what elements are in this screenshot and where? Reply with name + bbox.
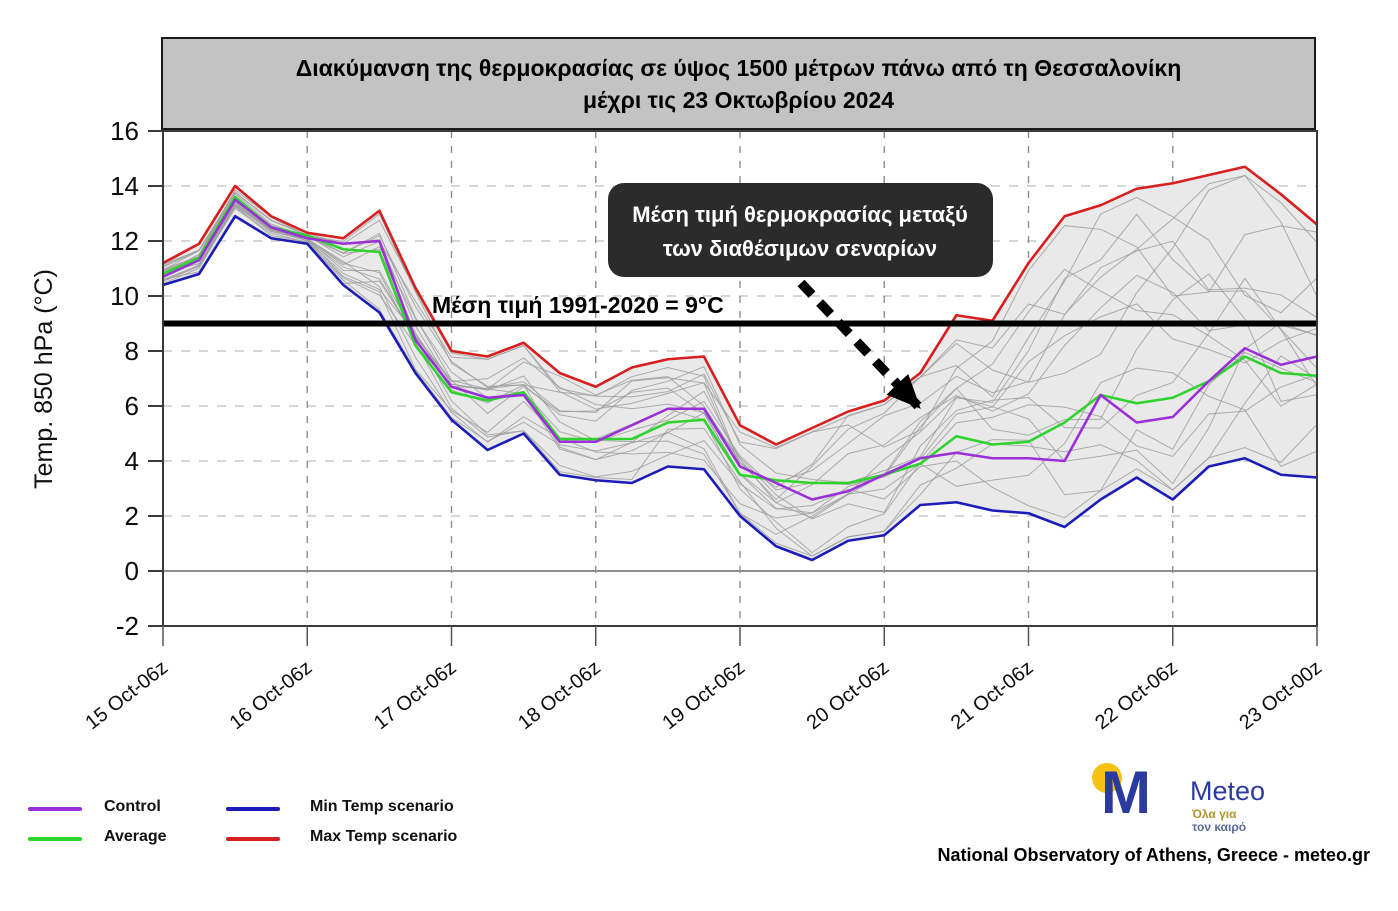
- control-line-swatch: [28, 807, 82, 811]
- data-series: [162, 165, 1318, 562]
- x-tick-label: 17 Oct-06z: [370, 657, 461, 735]
- y-tick-label: 14: [110, 171, 139, 201]
- annotation-arrow: [797, 279, 922, 410]
- ensemble-member-line: [162, 195, 1318, 519]
- y-tick-label: 6: [125, 391, 139, 421]
- x-tick-label: 21 Oct-06z: [947, 657, 1038, 735]
- x-tick-label: 20 Oct-06z: [803, 657, 894, 735]
- x-tick-label: 19 Oct-06z: [658, 657, 749, 735]
- logo-tagline-line-2: τον καιρό: [1192, 820, 1247, 834]
- ensemble-member-line: [162, 205, 1318, 535]
- min-temp-scenario-line: [162, 214, 1318, 562]
- ensemble-member-line: [162, 204, 1318, 491]
- ensemble-member-line: [162, 186, 1318, 449]
- x-tick-label: 22 Oct-06z: [1091, 657, 1182, 735]
- meteo-logo: M Meteo Όλα για τον καιρό: [1086, 760, 1276, 838]
- x-tick-label: 16 Oct-06z: [226, 657, 317, 735]
- chart-title-line-1: Διακύμανση της θερμοκρασίας σε ύψος 1500…: [295, 54, 1182, 81]
- y-tick-label: -2: [116, 611, 139, 641]
- logo-tagline-line-1: Όλα για: [1192, 807, 1237, 821]
- x-tick-label: 23 Oct-00z: [1235, 657, 1326, 735]
- max-temp-scenario-line: [162, 165, 1318, 446]
- y-tick-label: 12: [110, 226, 139, 256]
- sun-icon: [1092, 763, 1122, 793]
- legend-label-min-temp: Min Temp scenario: [310, 798, 454, 815]
- min-temp-line-swatch: [226, 807, 280, 811]
- x-tick-label: 18 Oct-06z: [514, 657, 605, 735]
- ensemble-member-line: [162, 196, 1318, 488]
- y-axis-title: Temp. 850 hPa (°C): [30, 269, 58, 489]
- annotation-box: [608, 183, 993, 277]
- ensemble-member-line: [162, 196, 1318, 520]
- y-tick-label: 0: [125, 556, 139, 586]
- y-tick-label: 2: [125, 501, 139, 531]
- footer-credit: National Observatory of Athens, Greece -…: [937, 845, 1370, 865]
- ensemble-member-line: [162, 205, 1318, 519]
- y-tick-label: 8: [125, 336, 139, 366]
- legend-label-average: Average: [104, 828, 167, 845]
- meteo-m-icon: M: [1101, 759, 1151, 826]
- ensemble-member-line: [162, 214, 1318, 557]
- chart-title-bar: Διακύμανση της θερμοκρασίας σε ύψος 1500…: [161, 37, 1316, 130]
- y-tick-label: 4: [125, 446, 139, 476]
- annotation-callout: Μέση τιμή θερμοκρασίας μεταξύ των διαθέσ…: [608, 183, 993, 410]
- logo-brand-text: Meteo: [1190, 776, 1266, 806]
- annotation-line-1: Μέση τιμή θερμοκρασίας μεταξύ: [632, 202, 968, 227]
- control-line: [162, 198, 1318, 501]
- reference-line-label: Μέση τιμή 1991-2020 = 9°C: [432, 292, 724, 318]
- legend-label-control: Control: [104, 798, 161, 815]
- chart-title-line-2: μέχρι τις 23 Οκτωβρίου 2024: [582, 86, 895, 113]
- y-tick-label: 16: [110, 116, 139, 146]
- average-line: [162, 195, 1318, 485]
- legend-label-max-temp: Max Temp scenario: [310, 828, 458, 845]
- average-line-swatch: [28, 837, 82, 841]
- max-temp-line-swatch: [226, 837, 280, 841]
- ensemble-member-line: [162, 174, 1318, 450]
- x-tick-label: 15 Oct-06z: [81, 657, 172, 735]
- annotation-line-2: των διαθέσιμων σεναρίων: [663, 236, 937, 261]
- ensemble-member-line: [162, 202, 1318, 554]
- legend: Control Average Min Temp scenario Max Te…: [0, 788, 500, 868]
- y-tick-label: 10: [110, 281, 139, 311]
